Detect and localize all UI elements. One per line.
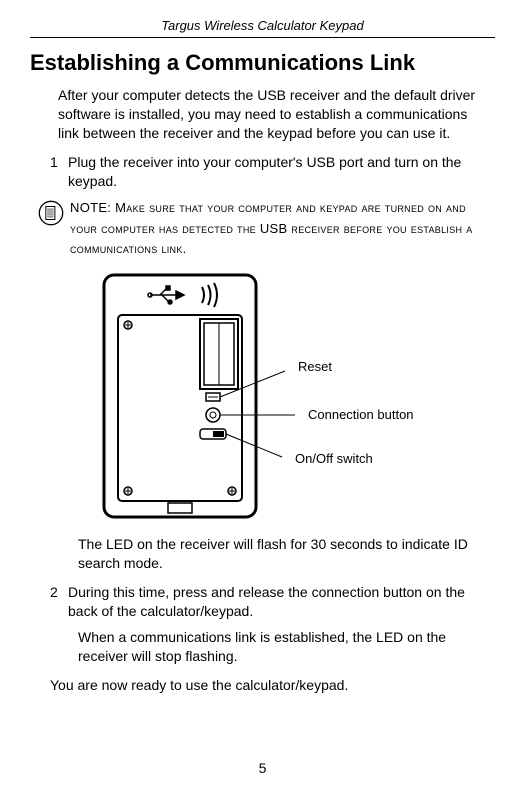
step-2-number: 2 <box>50 583 68 621</box>
label-connection: Connection button <box>308 407 414 422</box>
note-block: NOTE: Make sure that your computer and k… <box>38 198 485 258</box>
step-2-text: During this time, press and release the … <box>68 583 485 621</box>
step-1-text: Plug the receiver into your computer's U… <box>68 153 485 191</box>
label-reset: Reset <box>298 359 332 374</box>
note-label: NOTE: <box>70 200 111 215</box>
keypad-diagram: Reset Connection button On/Off switch <box>100 271 495 521</box>
label-onoff: On/Off switch <box>295 451 373 466</box>
page-title: Establishing a Communications Link <box>30 50 495 76</box>
keypad-svg <box>100 271 300 521</box>
page-number: 5 <box>0 760 525 776</box>
header-product: Targus Wireless Calculator Keypad <box>30 18 495 33</box>
sub-paragraph-2: When a communications link is establishe… <box>78 628 485 666</box>
sub-paragraph-1: The LED on the receiver will flash for 3… <box>78 535 485 573</box>
step-1: 1 Plug the receiver into your computer's… <box>50 153 485 191</box>
note-body: Make sure that your computer and keypad … <box>70 200 473 255</box>
intro-paragraph: After your computer detects the USB rece… <box>58 86 485 143</box>
step-2: 2 During this time, press and release th… <box>50 583 485 621</box>
note-icon <box>38 200 64 226</box>
step-1-number: 1 <box>50 153 68 191</box>
header-rule <box>30 37 495 38</box>
note-text: NOTE: Make sure that your computer and k… <box>70 198 485 258</box>
closing-paragraph: You are now ready to use the calculator/… <box>50 676 485 695</box>
